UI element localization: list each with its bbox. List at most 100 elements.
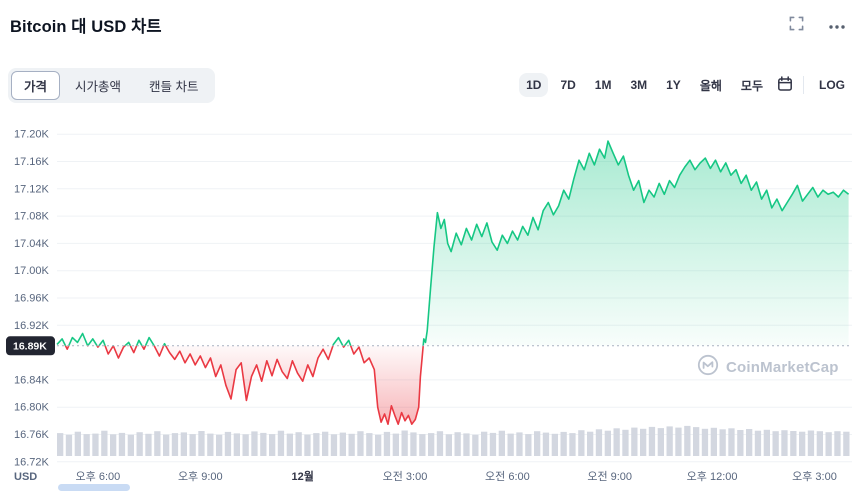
y-tick-label: 16.84K <box>14 374 50 386</box>
volume-bar <box>843 431 850 456</box>
volume-bar <box>118 432 126 456</box>
time-range-controls: 1D 7D 1M 3M 1Y 올해 모두 LOG <box>519 72 852 99</box>
y-tick-label: 17.12K <box>14 183 50 195</box>
y-tick-label: 16.80K <box>14 402 50 414</box>
volume-bar <box>657 428 664 456</box>
volume-bar <box>216 434 223 456</box>
volume-bar <box>746 429 753 456</box>
range-3m-button[interactable]: 3M <box>623 73 654 97</box>
volume-bar <box>816 431 823 456</box>
volume-bar <box>578 430 585 456</box>
tab-price[interactable]: 가격 <box>11 70 61 100</box>
cmc-logo-icon <box>697 354 719 380</box>
tab-candle-chart[interactable]: 캔들 차트 <box>136 71 211 100</box>
volume-bar <box>604 430 611 456</box>
volume-bar <box>410 432 417 456</box>
volume-bar <box>92 433 99 456</box>
range-1m-button[interactable]: 1M <box>588 73 619 97</box>
volume-bar <box>666 426 673 456</box>
volume-bar <box>693 427 700 456</box>
volume-bar <box>799 431 806 456</box>
volume-bar <box>180 432 187 456</box>
volume-bar <box>277 430 285 456</box>
volume-bar <box>419 434 426 456</box>
y-tick-label: 17.00K <box>14 265 50 277</box>
horizontal-scrollbar[interactable] <box>58 484 130 491</box>
volume-bar <box>260 432 267 456</box>
volume-bar <box>684 425 691 456</box>
volume-bar <box>551 433 558 456</box>
fullscreen-button[interactable] <box>787 14 806 36</box>
range-7d-button[interactable]: 7D <box>553 73 582 97</box>
price-line-up <box>56 140 850 346</box>
volume-bar <box>613 428 620 456</box>
volume-bar <box>719 429 726 456</box>
fullscreen-icon <box>789 16 804 34</box>
volume-bar <box>83 434 90 456</box>
volume-bar <box>401 430 408 456</box>
x-tick-label: 12월 <box>292 469 314 483</box>
volume-bar <box>101 430 108 456</box>
range-1y-button[interactable]: 1Y <box>659 73 688 97</box>
volume-bar <box>57 433 64 456</box>
volume-bar <box>313 433 320 456</box>
range-all-button[interactable]: 모두 <box>734 72 770 99</box>
volume-bar <box>348 433 355 456</box>
x-tick-label: 오전 3:00 <box>383 470 428 483</box>
volume-bar <box>286 433 293 456</box>
volume-bar <box>807 430 815 456</box>
price-chart[interactable]: 17.20K 17.16K 17.12K 17.08K 17.04K 17.00K 16.9… <box>0 120 860 491</box>
ellipsis-icon <box>828 18 846 33</box>
volume-bar <box>163 434 170 456</box>
volume-bar <box>330 434 338 456</box>
volume-bar <box>322 431 329 456</box>
volume-bar <box>481 431 488 456</box>
date-range-picker-button[interactable] <box>775 74 795 97</box>
volume-bar <box>542 432 550 456</box>
chart-header: Bitcoin 대 USD 차트 <box>10 10 848 40</box>
volume-bar <box>622 429 629 456</box>
volume-bar <box>145 433 152 456</box>
chart-type-tabs: 가격 시가총액 캔들 차트 <box>8 67 215 103</box>
volume-bar <box>127 434 134 456</box>
y-tick-label: 17.08K <box>14 211 50 223</box>
x-tick-label: 오후 6:00 <box>76 470 121 483</box>
range-1d-button[interactable]: 1D <box>519 73 549 97</box>
volume-bar <box>392 433 399 456</box>
watermark-text: CoinMarketCap <box>726 358 839 376</box>
tab-market-cap[interactable]: 시가총액 <box>62 71 134 100</box>
volume-bar <box>304 434 311 456</box>
volume-bar <box>74 431 81 456</box>
y-tick-label: 16.72K <box>14 456 50 468</box>
volume-bar <box>375 434 382 456</box>
volume-bar <box>525 434 532 456</box>
y-tick-label: 17.16K <box>14 156 50 168</box>
volume-bar <box>595 429 603 456</box>
y-tick-label: 16.92K <box>14 320 50 332</box>
volume-bar <box>189 434 196 456</box>
volume-bar <box>428 433 435 456</box>
volume-bar <box>251 431 258 456</box>
volume-bar <box>463 433 470 456</box>
volume-bar <box>445 434 452 456</box>
toolbar-divider <box>803 76 804 94</box>
y-tick-label: 16.96K <box>14 293 50 305</box>
range-ytd-button[interactable]: 올해 <box>693 72 729 99</box>
volume-bar <box>631 427 638 456</box>
volume-bar <box>454 432 461 456</box>
page-title: Bitcoin 대 USD 차트 <box>10 18 162 36</box>
price-area-up <box>57 141 849 346</box>
volume-bar <box>207 433 214 456</box>
volume-bar <box>701 428 709 456</box>
more-options-button[interactable] <box>826 16 848 35</box>
volume-bar <box>154 431 161 456</box>
log-scale-button[interactable]: LOG <box>812 73 852 97</box>
current-price-label: 16.89K <box>13 341 47 353</box>
x-tick-label: 오전 9:00 <box>587 470 632 483</box>
volume-bar <box>834 431 841 456</box>
volume-bar <box>472 434 479 456</box>
x-tick-label: 오후 9:00 <box>178 470 223 483</box>
unit-label: USD <box>14 471 37 483</box>
calendar-icon <box>777 75 793 95</box>
volume-bar <box>366 433 373 456</box>
